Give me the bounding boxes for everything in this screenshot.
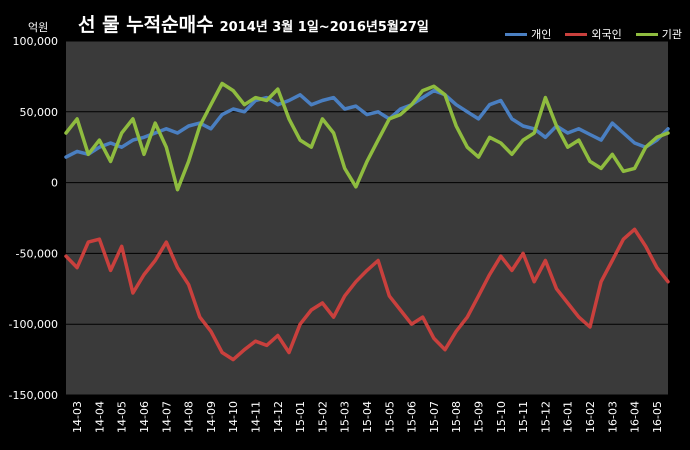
x-tick-label: 15-07 [428, 401, 441, 433]
x-tick-label: 16-03 [606, 401, 619, 433]
x-tick-label: 15-08 [450, 401, 463, 433]
x-tick-label: 14-08 [183, 401, 196, 433]
y-axis-unit: 억원 [28, 21, 49, 34]
x-tick-label: 14-04 [93, 401, 106, 433]
x-tick-label: 16-02 [584, 401, 597, 433]
x-tick-label: 15-01 [294, 401, 307, 433]
x-tick-label: 15-06 [406, 401, 419, 433]
x-tick-label: 14-10 [227, 401, 240, 433]
x-tick-label: 15-03 [339, 401, 352, 433]
x-tick-label: 16-01 [562, 401, 575, 433]
x-tick-label: 14-06 [138, 401, 151, 433]
x-tick-label: 14-03 [71, 401, 84, 433]
x-tick-label: 15-10 [495, 401, 508, 433]
y-tick-label: -100,000 [9, 318, 58, 331]
legend-swatch-institution [635, 32, 658, 36]
x-tick-label: 14-07 [160, 401, 173, 433]
x-tick-label: 14-11 [250, 401, 263, 433]
x-tick-label: 14-05 [116, 401, 129, 433]
plot-area [66, 41, 668, 395]
y-tick-label: 0 [51, 177, 58, 190]
chart-subtitle: 2014년 3월 1일~2016년5월27일 [219, 20, 429, 35]
y-tick-label: -150,000 [9, 389, 58, 402]
y-tick-label: -50,000 [16, 247, 58, 260]
legend-swatch-individual [505, 32, 528, 36]
x-tick-label: 15-04 [361, 401, 374, 433]
legend-label-individual: 개인 [531, 28, 552, 41]
chart-legend: 개인 외국인 기관 [505, 26, 682, 42]
series-line-1 [64, 227, 670, 362]
legend-item-foreign: 외국인 [565, 26, 622, 42]
chart-title-text: 선 물 누적순매수 [78, 14, 214, 36]
x-tick-label: 15-02 [316, 401, 329, 433]
chart-title: 선 물 누적순매수 2014년 3월 1일~2016년5월27일 [78, 10, 429, 37]
x-tick-label: 16-05 [651, 401, 664, 433]
y-tick-label: 100,000 [13, 35, 59, 48]
legend-swatch-foreign [565, 32, 588, 36]
legend-item-individual: 개인 [505, 26, 551, 42]
x-tick-label: 15-05 [383, 401, 396, 433]
x-tick-label: 16-04 [629, 401, 642, 433]
series-line-0 [64, 88, 670, 159]
x-tick-label: 15-09 [472, 401, 485, 433]
series-line-2 [64, 81, 670, 192]
y-tick-label: 50,000 [20, 106, 59, 119]
x-tick-label: 14-12 [272, 401, 285, 433]
x-tick-label: 14-09 [205, 401, 218, 433]
legend-label-institution: 기관 [661, 28, 682, 41]
x-tick-label: 15-12 [539, 401, 552, 433]
legend-item-institution: 기관 [635, 26, 682, 42]
x-tick-label: 15-11 [517, 401, 530, 433]
legend-label-foreign: 외국인 [591, 28, 622, 41]
